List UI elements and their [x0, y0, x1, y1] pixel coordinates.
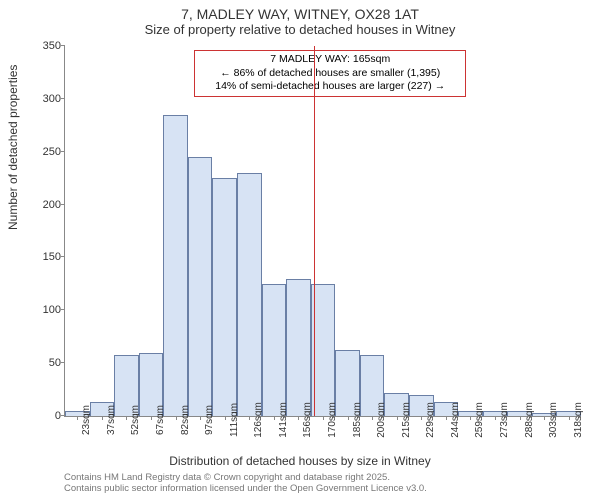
marker-line [314, 46, 315, 416]
x-tick-label: 318sqm [573, 402, 584, 438]
chart-title-line1: 7, MADLEY WAY, WITNEY, OX28 1AT [0, 0, 600, 22]
y-tick-label: 100 [43, 304, 65, 316]
chart-title-line2: Size of property relative to detached ho… [0, 22, 600, 37]
y-tick-label: 50 [49, 357, 65, 369]
annotation-line1: 7 MADLEY WAY: 165sqm [201, 53, 459, 67]
y-tick-label: 150 [43, 251, 65, 263]
histogram-bar [188, 157, 213, 416]
y-tick-label: 0 [55, 410, 65, 422]
histogram-bar [237, 173, 262, 416]
histogram-bar [286, 279, 311, 416]
x-tick-label: 288sqm [524, 402, 535, 438]
y-tick-label: 300 [43, 93, 65, 105]
histogram-bar [262, 284, 287, 416]
x-tick-label: 303sqm [548, 402, 559, 438]
x-tick-label: 273sqm [499, 402, 510, 438]
y-tick-label: 200 [43, 199, 65, 211]
annotation-box: 7 MADLEY WAY: 165sqm ← 86% of detached h… [194, 50, 466, 97]
x-tick-label: 259sqm [474, 402, 485, 438]
footer-line2: Contains public sector information licen… [64, 483, 427, 494]
y-tick-label: 250 [43, 146, 65, 158]
footer-text: Contains HM Land Registry data © Crown c… [64, 472, 427, 495]
y-axis-label: Number of detached properties [6, 65, 20, 230]
x-axis-label: Distribution of detached houses by size … [0, 454, 600, 468]
x-tick-label: 244sqm [450, 402, 461, 438]
histogram-bar [163, 115, 188, 416]
y-tick-label: 350 [43, 40, 65, 52]
annotation-line2: ← 86% of detached houses are smaller (1,… [201, 67, 459, 81]
chart-container: 7, MADLEY WAY, WITNEY, OX28 1AT Size of … [0, 0, 600, 500]
plot-area: 7 MADLEY WAY: 165sqm ← 86% of detached h… [64, 46, 581, 417]
histogram-bar [212, 178, 237, 416]
annotation-line3: 14% of semi-detached houses are larger (… [201, 80, 459, 94]
footer-line1: Contains HM Land Registry data © Crown c… [64, 472, 427, 483]
